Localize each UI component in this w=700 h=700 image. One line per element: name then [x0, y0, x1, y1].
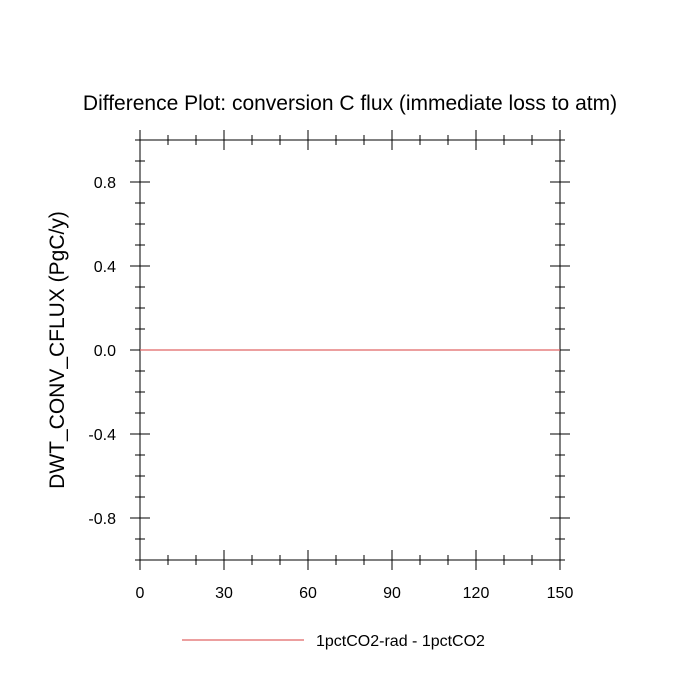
y-tick-label: 0.0 [94, 343, 116, 360]
x-tick-label: 150 [547, 585, 574, 602]
y-tick-label: -0.4 [88, 427, 116, 444]
y-axis-label: DWT_CONV_CFLUX (PgC/y) [46, 211, 69, 489]
legend-label: 1pctCO2-rad - 1pctCO2 [316, 633, 485, 650]
y-tick-label: 0.4 [94, 259, 116, 276]
y-tick-label: -0.8 [88, 511, 116, 528]
x-tick-label: 120 [463, 585, 490, 602]
x-tick-label: 90 [383, 585, 401, 602]
legend: 1pctCO2-rad - 1pctCO2 [182, 633, 485, 650]
x-tick-label: 30 [215, 585, 233, 602]
chart-title: Difference Plot: conversion C flux (imme… [83, 92, 617, 115]
axis-ticks [130, 130, 570, 570]
y-tick-label: 0.8 [94, 175, 116, 192]
tick-labels: 0 30 60 90 120 150 -0.8 -0.4 0.0 0.4 0.8 [88, 175, 573, 602]
x-tick-label: 60 [299, 585, 317, 602]
x-tick-label: 0 [136, 585, 145, 602]
